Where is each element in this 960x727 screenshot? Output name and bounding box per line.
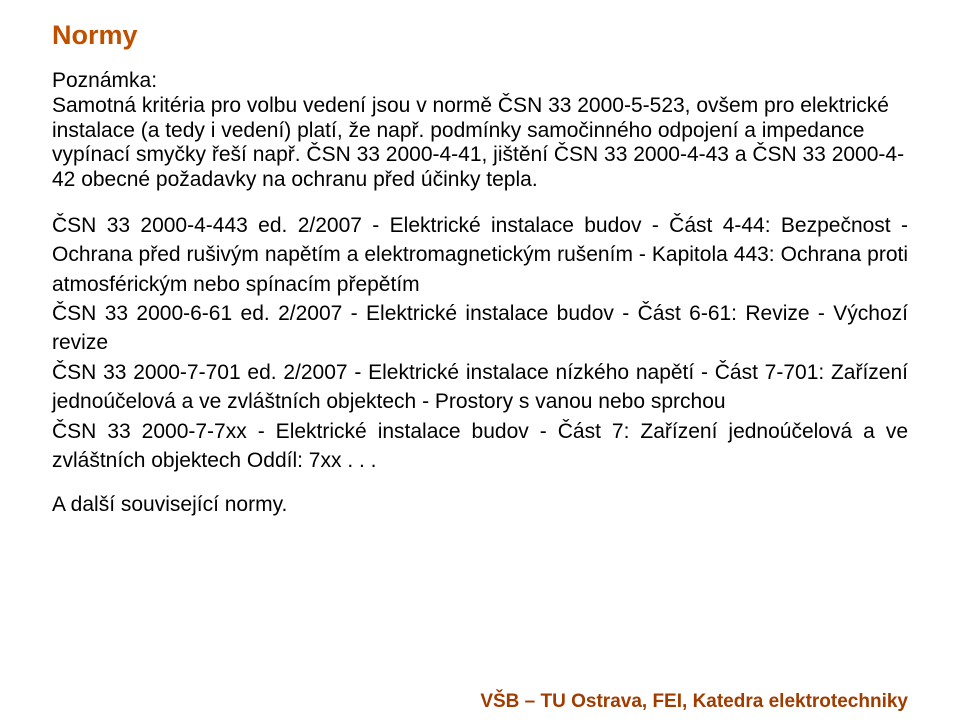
paragraph-3: A další související normy. xyxy=(52,493,908,518)
document-page: Normy Poznámka: Samotná kritéria pro vol… xyxy=(0,0,960,727)
paragraph-1: Poznámka: Samotná kritéria pro volbu ved… xyxy=(52,69,908,193)
body-text: Poznámka: Samotná kritéria pro volbu ved… xyxy=(52,69,908,518)
page-title: Normy xyxy=(52,20,908,51)
paragraph-2: ČSN 33 2000-4-443 ed. 2/2007 - Elektrick… xyxy=(52,211,908,476)
footer-text: VŠB – TU Ostrava, FEI, Katedra elektrote… xyxy=(480,691,908,713)
